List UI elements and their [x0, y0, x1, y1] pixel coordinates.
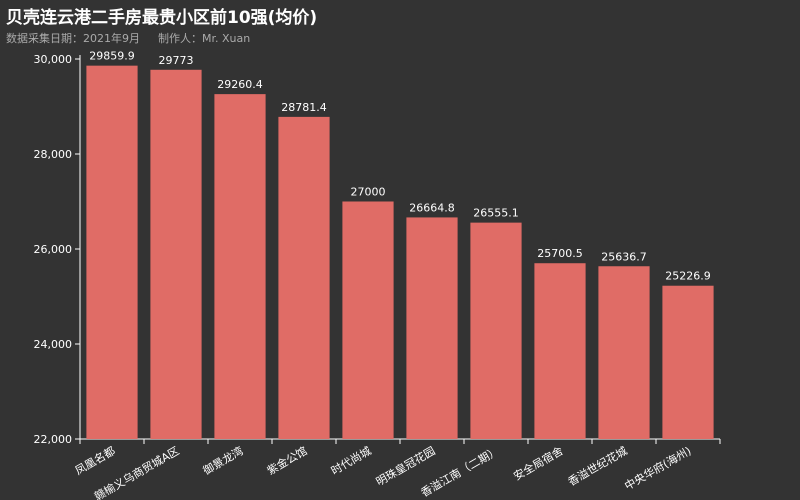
bar-value-label: 25636.7 [601, 250, 647, 263]
bar-value-label: 27000 [351, 186, 386, 199]
bar-value-label: 28781.4 [281, 101, 327, 114]
y-tick-label: 28,000 [34, 148, 73, 161]
y-tick-label: 22,000 [34, 433, 73, 446]
chart-title: 贝壳连云港二手房最贵小区前10强(均价) [6, 8, 318, 28]
bar-value-label: 25226.9 [665, 270, 711, 283]
category-label: 明珠皇冠花园 [373, 443, 437, 488]
y-axis: 22,000 24,000 26,000 28,000 30,000 [34, 53, 81, 446]
y-tick-label: 24,000 [34, 338, 73, 351]
bar [534, 263, 586, 439]
bar-value-label: 26664.8 [409, 201, 455, 214]
bar [214, 94, 266, 440]
bar-value-label: 29859.9 [89, 50, 135, 63]
y-tick-label: 30,000 [34, 53, 73, 66]
chart-subtitle: 数据采集日期：2021年9月 制作人：Mr. Xuan [6, 30, 250, 46]
data-labels: 29859.9 29773 29260.4 28781.4 27000 26664.8 26… [89, 50, 711, 283]
bar [406, 217, 458, 439]
bar-value-label: 29773 [159, 54, 194, 67]
y-tick-label: 26,000 [34, 243, 73, 256]
bar-value-label: 29260.4 [217, 78, 263, 91]
x-axis [79, 438, 721, 444]
author-label: 制作人：Mr. Xuan [158, 32, 251, 45]
bar [86, 65, 138, 439]
bar [662, 285, 714, 439]
bar [278, 116, 330, 440]
category-label: 时代尚城 [328, 443, 373, 477]
category-label: 安全局宿舍 [511, 443, 566, 483]
bar [342, 201, 394, 439]
bar [150, 69, 202, 439]
bar-value-label: 26555.1 [473, 207, 519, 220]
collection-date-label: 数据采集日期：2021年9月 [6, 32, 140, 45]
bars [86, 65, 714, 440]
category-label: 香溢世纪花城 [565, 443, 629, 488]
bar [470, 222, 522, 439]
category-label: 中央华府(海州) [622, 443, 694, 492]
bar-value-label: 25700.5 [537, 247, 583, 260]
category-label: 紫金公馆 [264, 443, 309, 477]
category-label: 御景龙湾 [200, 443, 245, 477]
bar [598, 266, 650, 439]
category-label: 凤凰名都 [72, 443, 117, 477]
